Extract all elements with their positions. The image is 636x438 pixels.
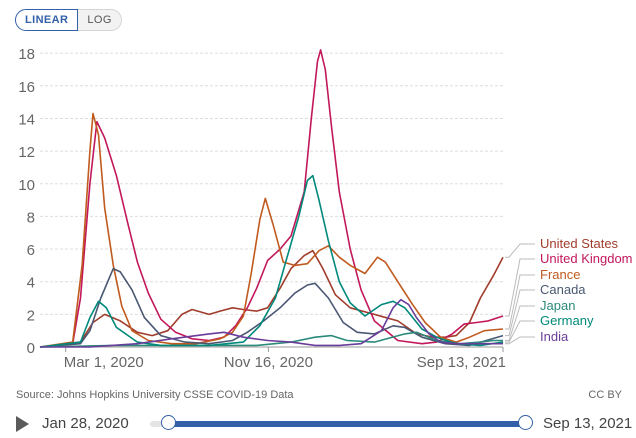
y-tick-label: 10 [18, 177, 35, 194]
y-tick-label: 6 [27, 242, 35, 259]
y-axis: 0 2 4 6 8 10 12 14 16 18 [18, 46, 35, 357]
line-chart: 0 2 4 6 8 10 12 14 16 18 Mar 1, 2020 Nov 16, 2020 S… [18, 46, 633, 371]
timeline-end-handle[interactable] [518, 415, 533, 430]
y-tick-label: 18 [18, 46, 35, 63]
legend-connector [505, 336, 535, 345]
log-scale-button[interactable]: LOG [78, 9, 122, 31]
license-link[interactable]: CC BY [588, 389, 622, 401]
legend-connector [505, 274, 535, 330]
timeline-selected-range [168, 421, 525, 427]
x-tick-label: Mar 1, 2020 [64, 354, 144, 371]
x-tick-label: Sep 13, 2021 [417, 354, 506, 371]
legend-connector [505, 289, 535, 337]
timeline-control: Jan 28, 2020 Sep 13, 2021 [0, 410, 636, 438]
y-tick-label: 2 [27, 307, 35, 324]
scale-toggle: LINEAR LOG [15, 9, 122, 31]
y-tick-label: 0 [27, 340, 35, 357]
timeline-start-label: Jan 28, 2020 [42, 415, 129, 432]
y-tick-label: 16 [18, 79, 35, 96]
legend-label: United States [540, 236, 619, 251]
series-line-india [40, 298, 503, 348]
series-line-canada [39, 267, 504, 348]
y-tick-label: 8 [27, 209, 35, 226]
play-icon[interactable] [16, 416, 29, 432]
x-tick-label: Nov 16, 2020 [224, 354, 313, 371]
legend-connector [505, 320, 535, 343]
y-tick-label: 12 [18, 144, 35, 161]
legend-connector [505, 243, 535, 258]
legend-connector [505, 305, 535, 341]
series-line-germany [39, 174, 504, 348]
legend-label: Canada [540, 282, 586, 297]
series-lines [39, 49, 504, 348]
linear-scale-button[interactable]: LINEAR [15, 9, 79, 31]
series-line-france [39, 112, 504, 348]
legend-connector [505, 258, 535, 317]
legend-label: Japan [540, 298, 575, 313]
timeline-end-label: Sep 13, 2021 [543, 415, 633, 432]
legend-label: France [540, 267, 580, 282]
source-note: Source: Johns Hopkins University CSSE CO… [16, 389, 294, 401]
x-axis: Mar 1, 2020 Nov 16, 2020 Sep 13, 2021 [64, 347, 506, 371]
y-tick-label: 4 [27, 275, 35, 292]
legend-label: India [540, 329, 569, 344]
series-line-japan [39, 331, 503, 348]
series-line-united-states [39, 249, 504, 348]
timeline-start-handle[interactable] [161, 415, 176, 430]
legend-label: United Kingdom [540, 251, 633, 266]
y-tick-label: 14 [18, 111, 35, 128]
legend-label: Germany [540, 313, 594, 328]
